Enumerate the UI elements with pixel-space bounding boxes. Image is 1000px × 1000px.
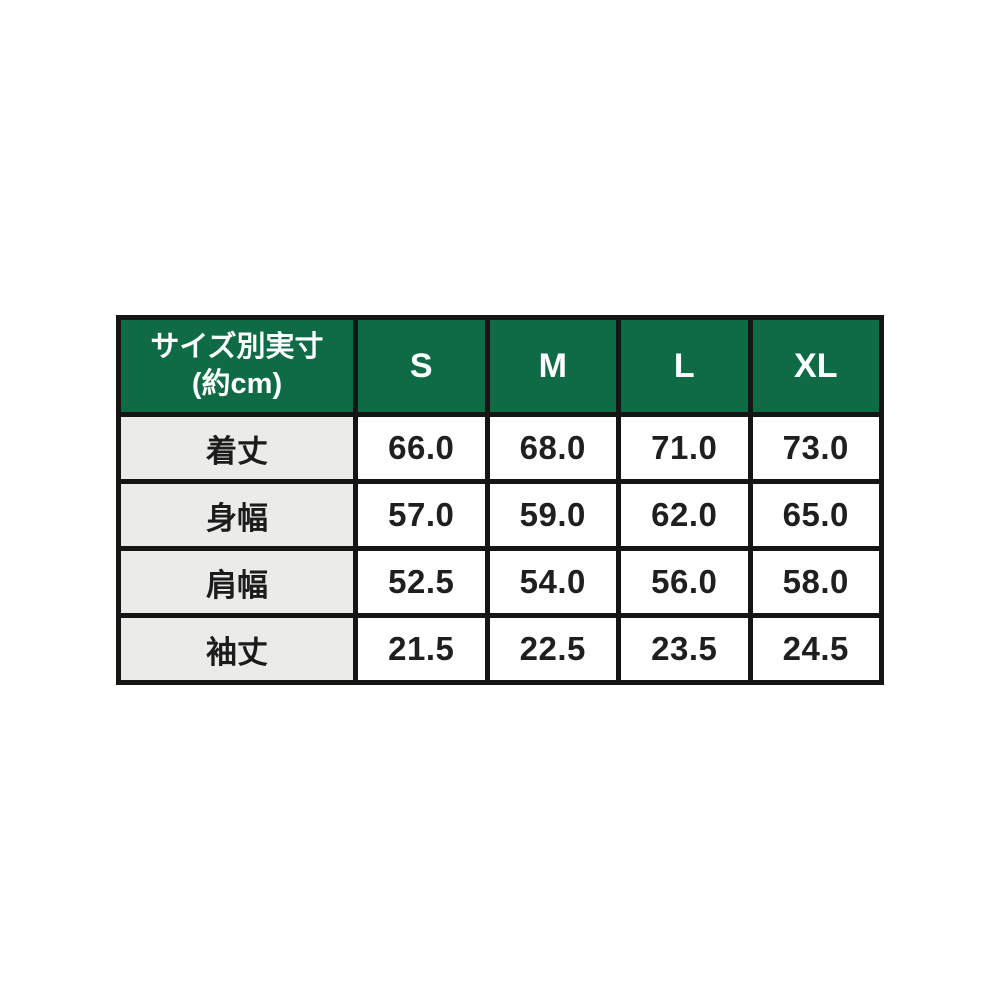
header-title-line1: サイズ別実寸 xyxy=(150,330,324,363)
header-row: サイズ別実寸 (約cm) S M L XL xyxy=(116,315,884,417)
measurement-value: 68.0 xyxy=(484,412,621,484)
size-column-header-s: S xyxy=(353,315,490,417)
measurement-label: 着丈 xyxy=(116,412,358,484)
measurement-value: 56.0 xyxy=(616,546,753,618)
measurement-label: 肩幅 xyxy=(116,546,358,618)
measurement-label: 身幅 xyxy=(116,479,358,551)
size-column-header-xl: XL xyxy=(747,315,884,417)
table-row-sleeve-length: 袖丈 21.5 22.5 23.5 24.5 xyxy=(116,613,884,685)
measurement-value: 57.0 xyxy=(353,479,490,551)
measurement-value: 23.5 xyxy=(616,613,753,685)
header-title-line2: (約cm) xyxy=(191,368,283,400)
header-title-cell: サイズ別実寸 (約cm) xyxy=(116,315,358,417)
size-chart-table: サイズ別実寸 (約cm) S M L XL 着丈 66.0 68.0 71.0 … xyxy=(116,315,884,685)
measurement-value: 54.0 xyxy=(484,546,621,618)
measurement-value: 65.0 xyxy=(747,479,884,551)
table-row-body-width: 身幅 57.0 59.0 62.0 65.0 xyxy=(116,479,884,551)
measurement-value: 21.5 xyxy=(353,613,490,685)
measurement-value: 22.5 xyxy=(484,613,621,685)
measurement-value: 66.0 xyxy=(353,412,490,484)
measurement-value: 24.5 xyxy=(747,613,884,685)
measurement-value: 71.0 xyxy=(616,412,753,484)
measurement-value: 62.0 xyxy=(616,479,753,551)
measurement-label: 袖丈 xyxy=(116,613,358,685)
measurement-value: 58.0 xyxy=(747,546,884,618)
table-row-body-length: 着丈 66.0 68.0 71.0 73.0 xyxy=(116,412,884,484)
measurement-value: 52.5 xyxy=(353,546,490,618)
size-chart-header: サイズ別実寸 (約cm) S M L XL xyxy=(116,315,884,417)
measurement-value: 59.0 xyxy=(484,479,621,551)
size-chart-body: 着丈 66.0 68.0 71.0 73.0 身幅 57.0 59.0 62.0… xyxy=(116,412,884,685)
table-row-shoulder-width: 肩幅 52.5 54.0 56.0 58.0 xyxy=(116,546,884,618)
measurement-value: 73.0 xyxy=(747,412,884,484)
size-column-header-m: M xyxy=(484,315,621,417)
size-column-header-l: L xyxy=(616,315,753,417)
